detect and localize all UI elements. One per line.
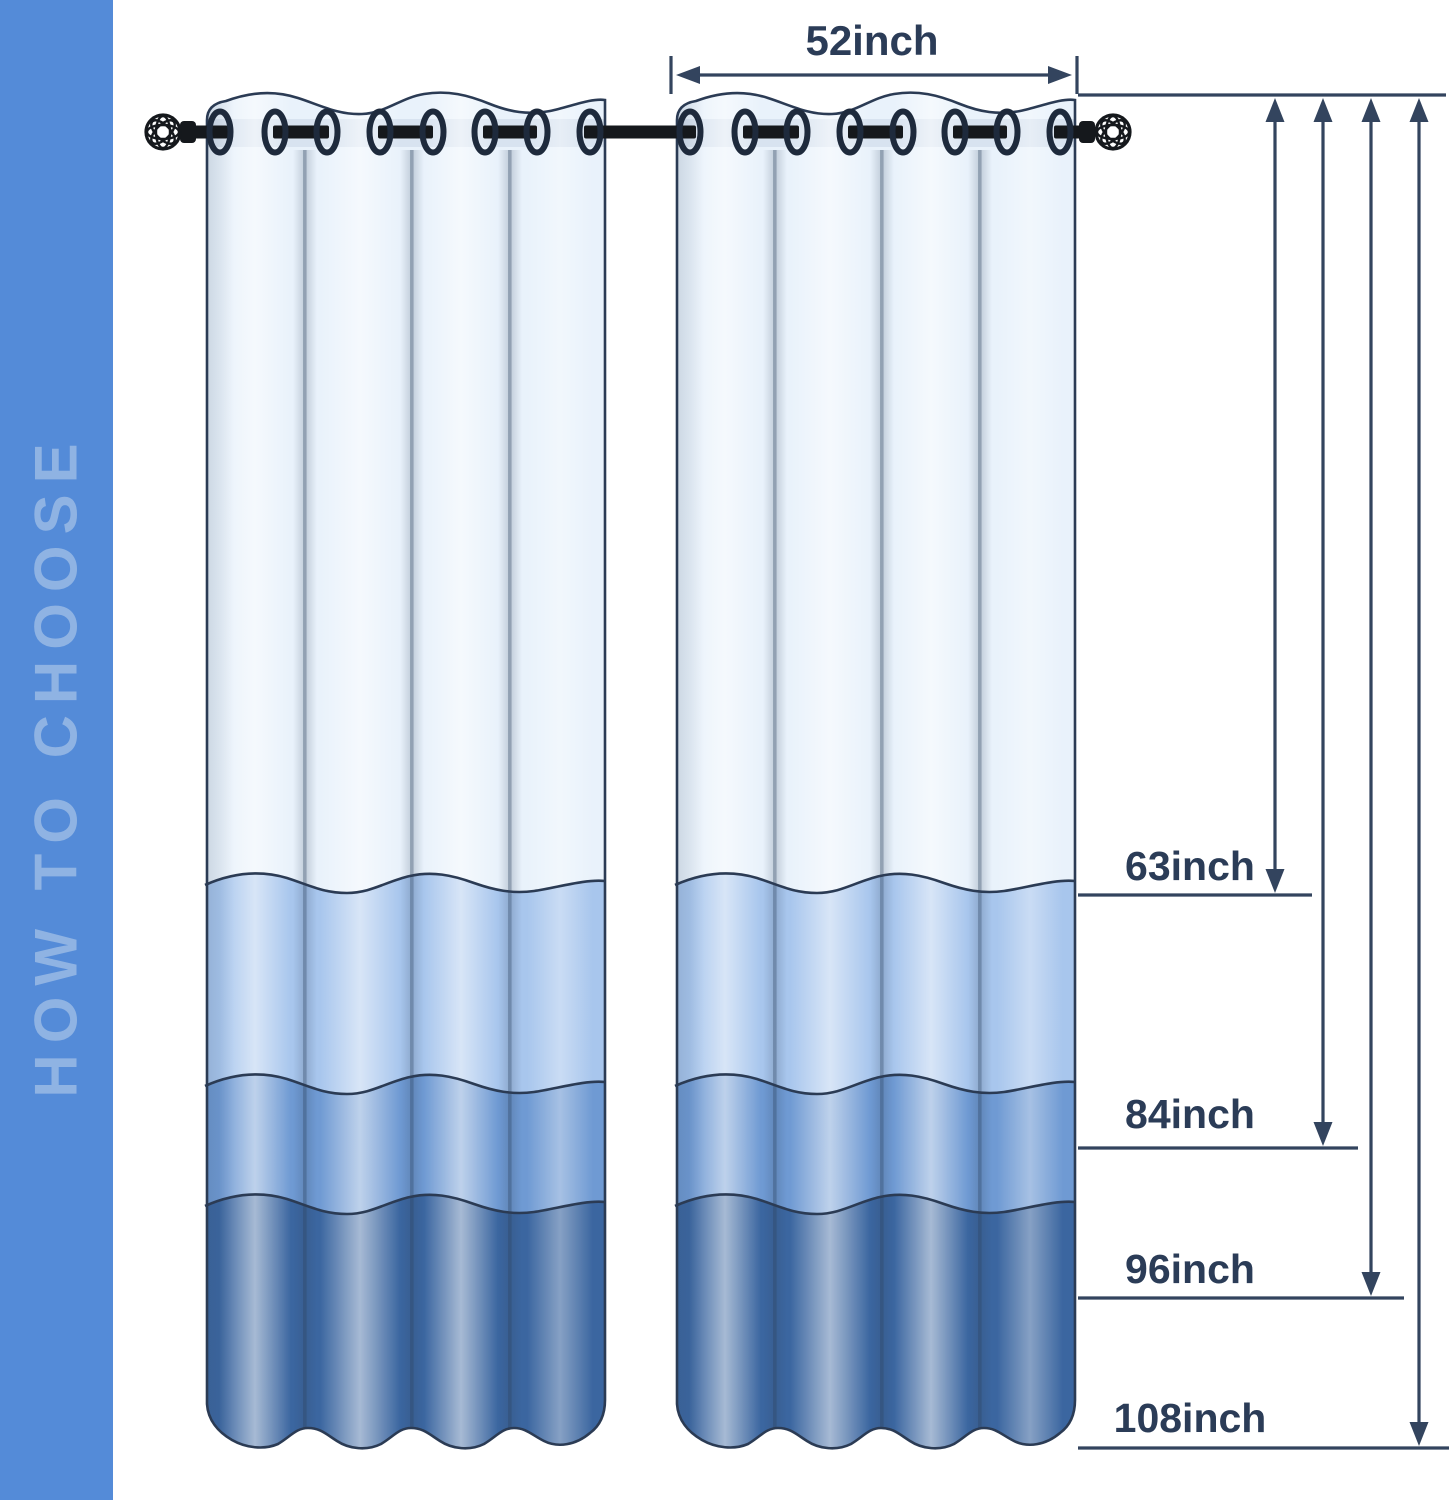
length-measurement-label-108: 108inch xyxy=(1113,1395,1267,1441)
length-measurement-label-96: 96inch xyxy=(1125,1246,1255,1292)
left-curtain-panel xyxy=(203,80,607,1460)
width-dimension-arrow xyxy=(669,56,1079,94)
sidebar-banner: HOW TO CHOOSE xyxy=(0,0,113,1500)
length-measurement-label-63: 63inch xyxy=(1125,843,1255,889)
length-reference-lines xyxy=(1078,93,1449,1450)
right-curtain-panel xyxy=(673,80,1077,1460)
width-measurement-label: 52inch xyxy=(805,17,939,64)
length-dimension-arrows xyxy=(1265,98,1429,1446)
right-finial-icon xyxy=(1079,113,1132,151)
left-finial-icon xyxy=(144,113,196,151)
length-measurement-label-84: 84inch xyxy=(1125,1091,1255,1137)
